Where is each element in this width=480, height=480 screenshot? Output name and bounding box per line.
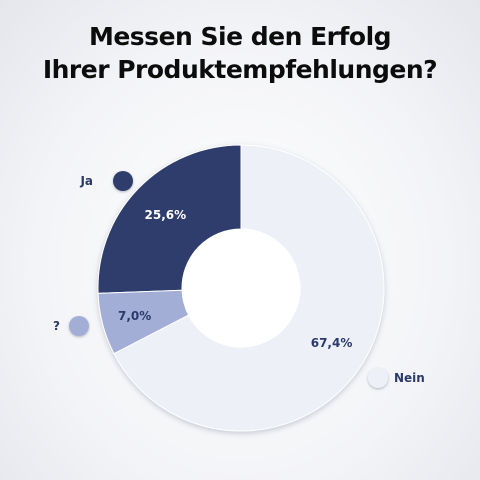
chart-title-line-2: Ihrer Produktempfehlungen? xyxy=(42,55,438,84)
legend-label-ja: Ja xyxy=(79,174,93,188)
legend: Ja? Nein xyxy=(53,171,425,388)
legend-dot-nein xyxy=(368,368,388,388)
legend-dot-unknown xyxy=(69,316,89,336)
slice-value-label-ja: 25,6% xyxy=(145,208,187,222)
legend-dot-ja xyxy=(113,171,133,191)
slice-value-label-unknown: 7,0% xyxy=(118,309,151,323)
legend-label-unknown: ? xyxy=(53,319,60,333)
slice-labels: 25,6% 7,0% 67,4% xyxy=(118,208,352,350)
chart-title-line-1: Messen Sie den Erfolg xyxy=(88,22,392,51)
legend-label-nein: Nein xyxy=(394,371,425,385)
donut-slices xyxy=(97,144,385,432)
slice-value-label-nein: 67,4% xyxy=(311,336,353,350)
donut-hole xyxy=(182,229,300,347)
chart-title: Messen Sie den Erfolg Ihrer Produktempfe… xyxy=(0,20,480,86)
